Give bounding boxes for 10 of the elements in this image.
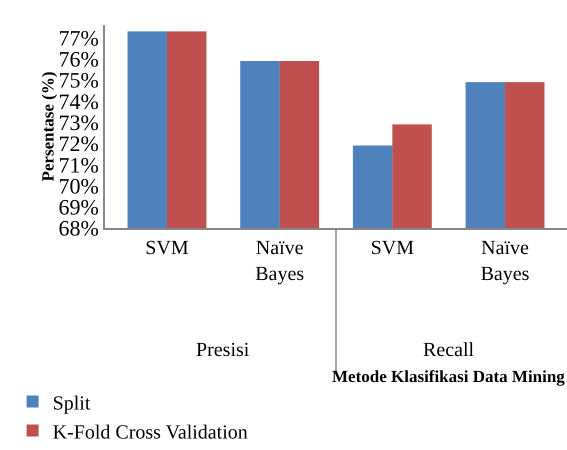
legend-label: K-Fold Cross Validation	[52, 421, 248, 444]
y-axis-title: Persentase (%)	[38, 72, 58, 182]
legend-label: Split	[52, 392, 91, 414]
x-tick-label: Naïve Bayes	[255, 236, 304, 285]
x-axis-title: Metode Klasifikasi Data Mining	[332, 367, 566, 386]
x-tick-label: SVM	[370, 236, 414, 259]
x-tick-label: Naïve Bayes	[480, 236, 530, 285]
text: Recall	[423, 339, 475, 361]
text: Presisi	[196, 339, 250, 361]
x-tick-label: SVM	[145, 236, 189, 259]
